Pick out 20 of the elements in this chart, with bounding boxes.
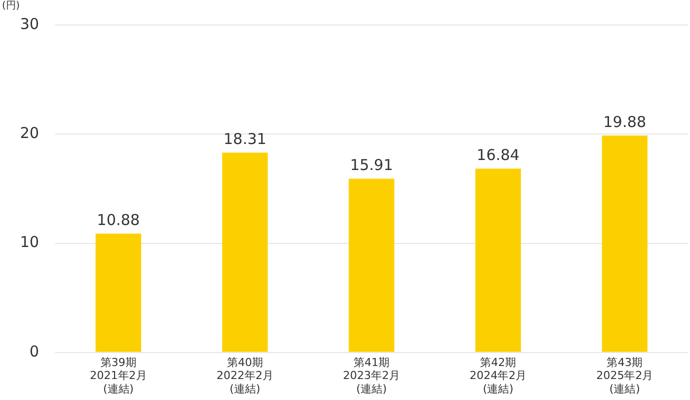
- y-tick-label: 0: [30, 342, 40, 360]
- y-axis-title: (円): [2, 0, 20, 12]
- y-tick-label: 30: [20, 14, 40, 33]
- bar: [96, 234, 142, 352]
- y-tick-label: 20: [20, 124, 40, 142]
- x-tick-label: 第43期 2025年2月 (連結): [596, 356, 654, 396]
- bar: [222, 152, 268, 352]
- data-label: 10.88: [96, 211, 140, 230]
- x-tick-label: 第42期 2024年2月 (連結): [470, 356, 527, 396]
- data-label: 19.88: [603, 112, 646, 131]
- x-tick-label: 第40期 2022年2月 (連結): [216, 356, 274, 396]
- x-tick-label: 第41期 2023年2月 (連結): [343, 356, 400, 396]
- data-label: 18.31: [223, 130, 266, 148]
- bar: [602, 135, 648, 352]
- bar: [475, 168, 521, 352]
- data-label: 15.91: [350, 156, 394, 174]
- data-label: 16.84: [476, 146, 520, 164]
- x-tick-label: 第39期 2021年2月 (連結): [90, 356, 147, 396]
- bar: [348, 178, 394, 352]
- y-tick-label: 10: [20, 233, 40, 252]
